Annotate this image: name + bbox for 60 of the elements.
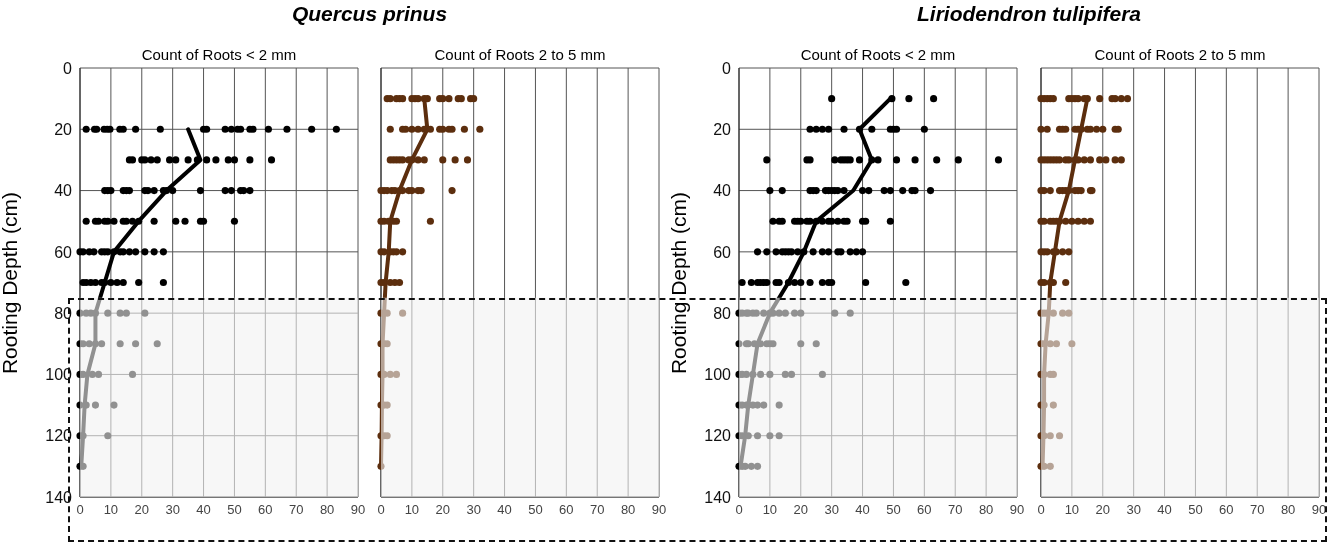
x-tick-label: 40 (497, 502, 512, 518)
x-tick-label: 30 (165, 502, 180, 518)
y-tick-label: 100 (704, 366, 732, 384)
x-tick-label: 10 (404, 502, 420, 518)
x-tick-label: 80 (1280, 502, 1296, 518)
chart-title: Quercus prinus (290, 2, 449, 26)
y-tick-label: 40 (713, 182, 732, 200)
x-tick-label: 20 (134, 502, 150, 518)
x-tick-label: 60 (1219, 502, 1234, 518)
x-tick-label: 0 (377, 502, 385, 518)
x-tick-label: 30 (824, 502, 839, 518)
chart-subtitle: Count of Roots < 2 mm (141, 46, 297, 63)
x-tick-label: 30 (466, 502, 481, 518)
chart-subtitle: Count of Roots < 2 mm (800, 46, 956, 63)
x-tick-label: 80 (319, 502, 335, 518)
x-tick-label: 90 (1009, 502, 1025, 518)
y-tick-label: 20 (54, 120, 73, 138)
x-tick-label: 80 (978, 502, 994, 518)
x-tick-label: 50 (886, 502, 901, 518)
y-tick-label: 140 (45, 488, 73, 506)
x-tick-label: 60 (917, 502, 932, 518)
x-tick-label: 40 (855, 502, 870, 518)
y-tick-label: 20 (713, 120, 732, 138)
y-axis-title: Rooting Depth (cm) (667, 190, 691, 376)
y-tick-label: 140 (704, 488, 732, 506)
x-tick-label: 60 (258, 502, 273, 518)
y-tick-label: 0 (722, 59, 732, 77)
x-tick-label: 50 (1188, 502, 1203, 518)
x-tick-label: 70 (589, 502, 605, 518)
chart-title: Liriodendron tulipifera (916, 2, 1142, 26)
x-tick-label: 40 (1157, 502, 1172, 518)
x-tick-label: 0 (1037, 502, 1045, 518)
x-tick-label: 50 (227, 502, 242, 518)
x-tick-label: 70 (1249, 502, 1265, 518)
x-tick-label: 70 (947, 502, 963, 518)
x-tick-label: 90 (350, 502, 366, 518)
x-tick-label: 30 (1126, 502, 1141, 518)
y-tick-label: 0 (63, 59, 73, 77)
chart-subtitle: Count of Roots 2 to 5 mm (433, 46, 607, 63)
x-tick-label: 10 (762, 502, 778, 518)
x-tick-label: 0 (735, 502, 743, 518)
y-axis-title: Rooting Depth (cm) (0, 190, 22, 376)
x-tick-label: 20 (1095, 502, 1111, 518)
x-tick-label: 10 (103, 502, 119, 518)
x-tick-label: 80 (620, 502, 636, 518)
x-tick-label: 10 (1064, 502, 1080, 518)
x-tick-label: 0 (76, 502, 84, 518)
x-tick-label: 50 (528, 502, 543, 518)
x-tick-label: 90 (651, 502, 667, 518)
x-tick-label: 70 (288, 502, 304, 518)
x-tick-label: 20 (435, 502, 451, 518)
y-tick-label: 60 (54, 243, 73, 261)
y-tick-label: 40 (54, 182, 73, 200)
chart-subtitle: Count of Roots 2 to 5 mm (1093, 46, 1267, 63)
x-tick-label: 40 (196, 502, 211, 518)
x-tick-label: 20 (793, 502, 809, 518)
y-tick-label: 80 (713, 304, 732, 322)
y-tick-label: 60 (713, 243, 732, 261)
x-tick-label: 60 (559, 502, 574, 518)
y-tick-label: 120 (704, 427, 732, 445)
